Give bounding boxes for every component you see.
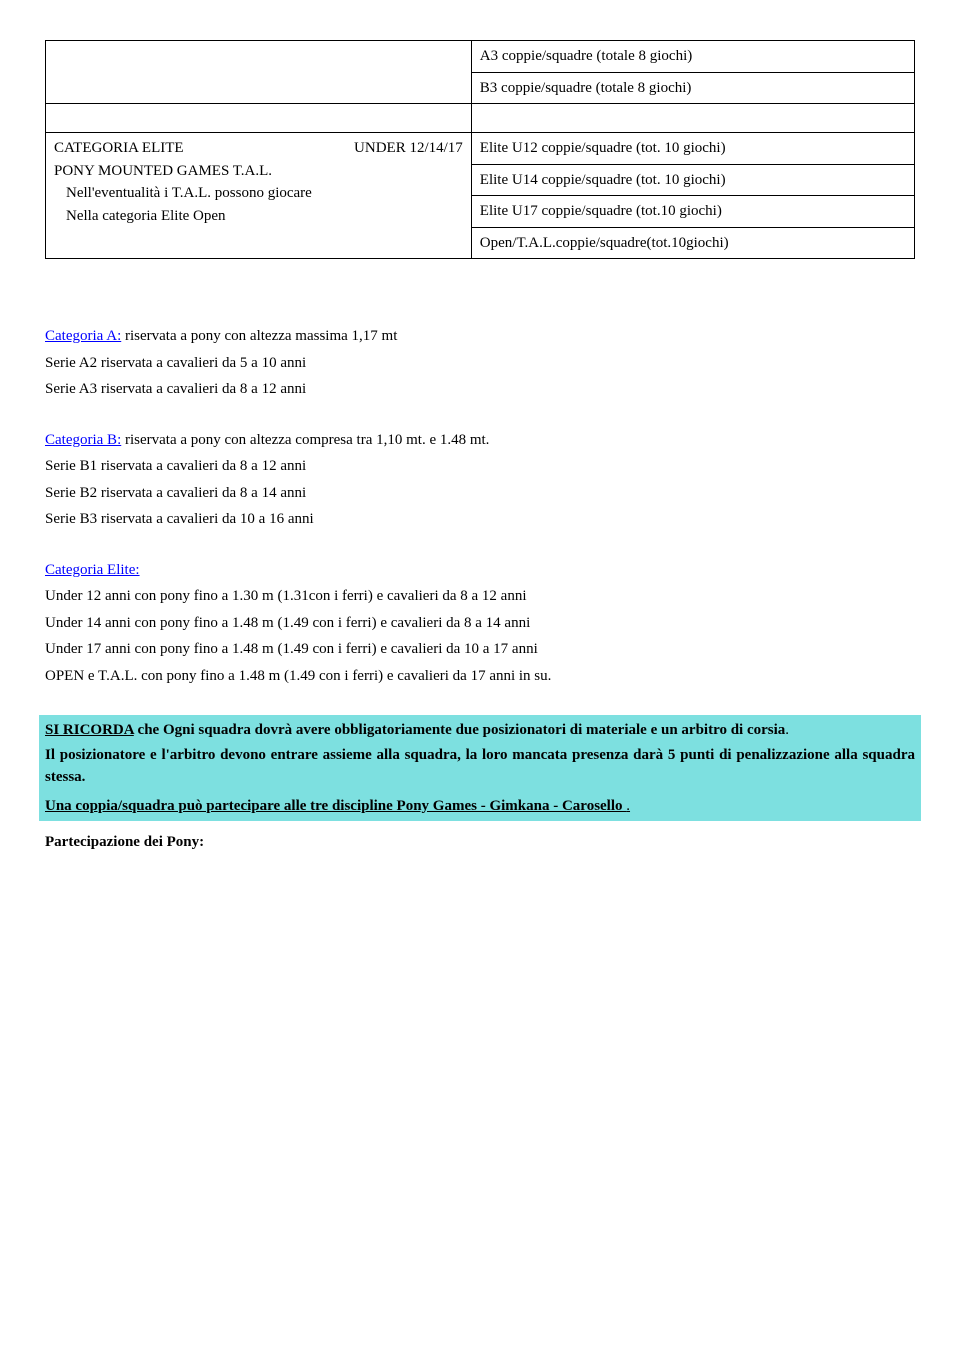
cat-elite-label: CATEGORIA ELITE: [54, 137, 184, 160]
a3-line: A3 coppie/squadre (totale 8 giochi): [472, 41, 914, 72]
u14-line: Elite U14 coppie/squadre (tot. 10 giochi…: [472, 164, 914, 196]
under17-line: Under 17 anni con pony fino a 1.48 m (1.…: [45, 638, 915, 661]
si-ricorda-rest: che Ogni squadra dovrà avere obbligatori…: [134, 722, 786, 738]
open-line: Open/T.A.L.coppie/squadre(tot.10giochi): [472, 227, 914, 258]
categoria-a-block: Categoria A: riservata a pony con altezz…: [45, 325, 915, 401]
serie-b2: Serie B2 riservata a cavalieri da 8 a 14…: [45, 482, 915, 505]
serie-b1: Serie B1 riservata a cavalieri da 8 a 12…: [45, 455, 915, 478]
u17-line: Elite U17 coppie/squadre (tot.10 giochi): [472, 196, 914, 228]
top-left-empty: [46, 41, 472, 104]
under12-line: Under 12 anni con pony fino a 1.30 m (1.…: [45, 585, 915, 608]
serie-a2: Serie A2 riservata a cavalieri da 5 a 10…: [45, 352, 915, 375]
si-ricorda: SI RICORDA: [45, 722, 134, 738]
categoria-b-rest: riservata a pony con altezza compresa tr…: [121, 432, 489, 448]
highlighted-block: SI RICORDA che Ogni squadra dovrà avere …: [39, 715, 921, 821]
categoria-a-rest: riservata a pony con altezza massima 1,1…: [121, 328, 397, 344]
period1: .: [785, 722, 789, 738]
posizionatore-line: Il posizionatore e l'arbitro devono entr…: [45, 744, 915, 789]
b3-line: B3 coppie/squadre (totale 8 giochi): [472, 72, 914, 103]
eventualita-line: Nell'eventualità i T.A.L. possono giocar…: [54, 182, 463, 205]
categoria-b-label: Categoria B:: [45, 432, 121, 448]
nella-line: Nella categoria Elite Open: [54, 205, 463, 228]
elite-right-cell: Elite U12 coppie/squadre (tot. 10 giochi…: [471, 133, 914, 259]
coppia-period: .: [626, 798, 630, 814]
under14-line: Under 14 anni con pony fino a 1.48 m (1.…: [45, 612, 915, 635]
pony-line: PONY MOUNTED GAMES T.A.L.: [54, 160, 463, 183]
serie-a3: Serie A3 riservata a cavalieri da 8 a 12…: [45, 378, 915, 401]
elite-left-cell: CATEGORIA ELITE UNDER 12/14/17 PONY MOUN…: [46, 133, 472, 259]
category-table: A3 coppie/squadre (totale 8 giochi) B3 c…: [45, 40, 915, 259]
open-tal-line: OPEN e T.A.L. con pony fino a 1.48 m (1.…: [45, 665, 915, 688]
footer-line: Partecipazione dei Pony:: [45, 831, 915, 854]
top-right-cell: A3 coppie/squadre (totale 8 giochi) B3 c…: [471, 41, 914, 104]
categoria-elite-label: Categoria Elite:: [45, 562, 140, 578]
spacer-right: [471, 104, 914, 133]
under-label: UNDER 12/14/17: [354, 137, 463, 160]
serie-b3: Serie B3 riservata a cavalieri da 10 a 1…: [45, 508, 915, 531]
categoria-a-label: Categoria A:: [45, 328, 121, 344]
categoria-b-block: Categoria B: riservata a pony con altezz…: [45, 429, 915, 531]
categoria-elite-block: Categoria Elite: Under 12 anni con pony …: [45, 559, 915, 688]
spacer-left: [46, 104, 472, 133]
u12-line: Elite U12 coppie/squadre (tot. 10 giochi…: [472, 133, 914, 164]
coppia-squadra-line: Una coppia/squadra può partecipare alle …: [45, 798, 626, 814]
